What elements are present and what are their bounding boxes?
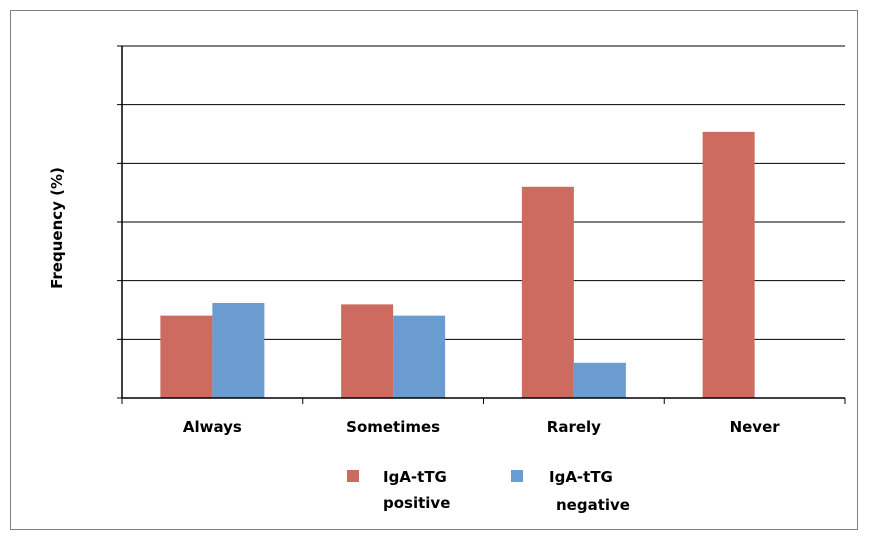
bar-never-positive — [702, 131, 755, 398]
y-axis-title: Frequency (%) — [48, 167, 66, 289]
x-tick-label: Sometimes — [346, 418, 440, 436]
bar-always-positive — [160, 315, 213, 398]
legend-swatch-positive — [347, 470, 359, 482]
bars — [160, 131, 755, 398]
bar-rarely-positive — [521, 186, 574, 398]
legend-label: negative — [556, 496, 630, 514]
bar-sometimes-negative — [393, 315, 446, 398]
legend-label: IgA-tTG — [549, 468, 613, 486]
x-tick-labels: Always Sometimes Rarely Never — [183, 418, 780, 436]
bar-sometimes-positive — [341, 304, 394, 398]
x-tick-label: Always — [183, 418, 242, 436]
legend: IgA-tTG positive IgA-tTG negative — [347, 468, 630, 514]
legend-label: IgA-tTG — [383, 468, 447, 486]
x-tick-label: Never — [730, 418, 781, 436]
legend-swatch-negative — [511, 470, 523, 482]
axes — [121, 46, 845, 399]
bar-rarely-negative — [573, 362, 626, 398]
legend-label: positive — [383, 494, 450, 512]
bar-always-negative — [212, 302, 265, 398]
x-tick-label: Rarely — [547, 418, 601, 436]
